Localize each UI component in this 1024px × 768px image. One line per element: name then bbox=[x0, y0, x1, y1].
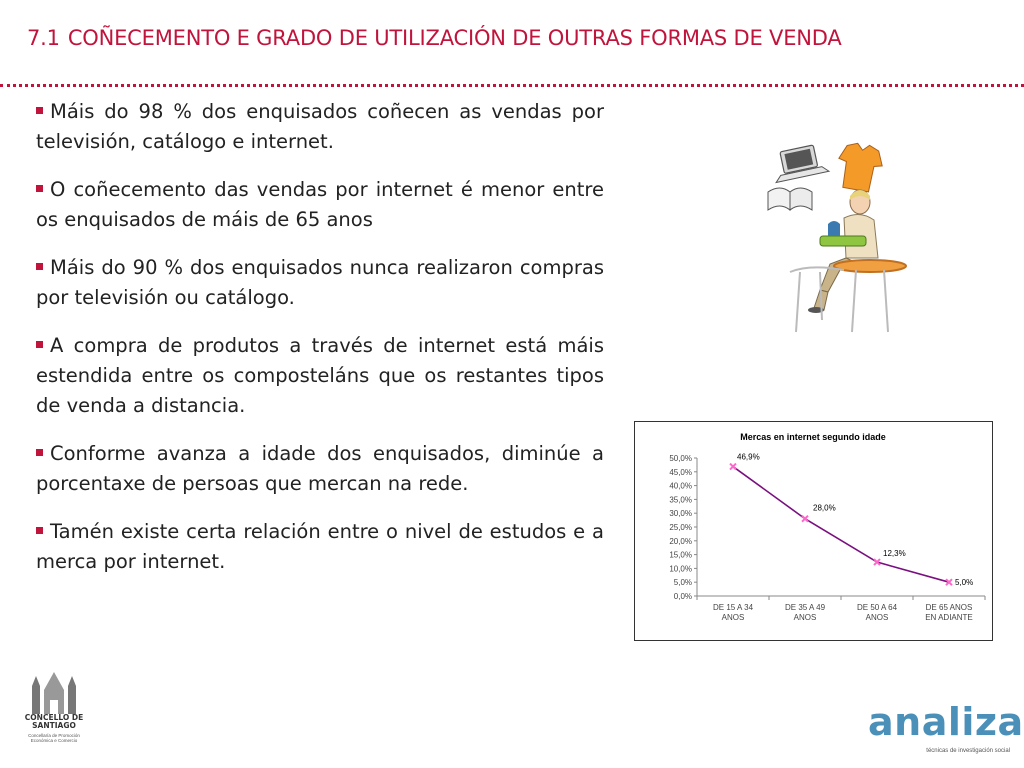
cathedral-icon bbox=[32, 672, 76, 714]
person-icon bbox=[808, 189, 879, 313]
data-label: 46,9% bbox=[737, 453, 760, 462]
concello-logo: CONCELLO DE SANTIAGO Concellaría de Prom… bbox=[22, 670, 86, 752]
bullet-marker-icon bbox=[36, 341, 43, 348]
title-divider bbox=[0, 84, 1024, 87]
y-tick-label: 20,0% bbox=[669, 537, 692, 546]
point-marker bbox=[873, 558, 881, 566]
chart-canvas: Mercas en internet segundo idade 0,0% 5,0… bbox=[669, 432, 986, 622]
y-tick-label: 35,0% bbox=[669, 495, 692, 504]
bullet-item: O coñecemento das vendas por internet é … bbox=[36, 178, 604, 231]
bullet-list: Máis do 98 % dos enquisados coñecen as v… bbox=[36, 97, 604, 595]
title-text: COÑECEMENTO E GRADO DE UTILIZACIÓN DE OU… bbox=[67, 26, 842, 50]
bullet-marker-icon bbox=[36, 263, 43, 270]
data-point bbox=[801, 515, 809, 523]
bullet-marker-icon bbox=[36, 185, 43, 192]
shirt-icon bbox=[838, 142, 883, 193]
y-tick-label: 10,0% bbox=[669, 564, 692, 573]
chart-title: Mercas en internet segundo idade bbox=[740, 432, 886, 442]
data-label: 5,0% bbox=[955, 578, 973, 587]
point-marker bbox=[729, 462, 737, 471]
y-tick-label: 40,0% bbox=[669, 482, 692, 491]
y-tick-label: 5,0% bbox=[674, 578, 692, 587]
analiza-logo: analiza técnicas de investigación social bbox=[868, 700, 1023, 758]
point-marker bbox=[801, 515, 809, 523]
book-icon bbox=[767, 187, 813, 212]
x-tick-label: DE 35 A 49 ANOS bbox=[785, 603, 826, 622]
section-number: 7.1 bbox=[27, 26, 60, 50]
y-tick-label: 15,0% bbox=[669, 551, 692, 560]
bullet-item: Conforme avanza a idade dos enquisados, … bbox=[36, 442, 604, 495]
x-tick-label: DE 65 ANOS EN ADIANTE bbox=[925, 603, 973, 622]
data-label: 12,3% bbox=[883, 549, 906, 558]
shopping-illustration bbox=[767, 142, 907, 333]
bullet-item: Tamén existe certa relación entre o nive… bbox=[36, 520, 604, 573]
x-tick-label: DE 50 A 64 ANOS bbox=[857, 603, 898, 622]
y-tick-label: 45,0% bbox=[669, 468, 692, 477]
bullet-item: Máis do 98 % dos enquisados coñecen as v… bbox=[36, 100, 604, 153]
data-point bbox=[729, 462, 737, 471]
series-line bbox=[732, 465, 950, 583]
line-chart: Mercas en internet segundo idade 0,0% 5,0… bbox=[634, 421, 993, 641]
bullet-marker-icon bbox=[36, 527, 43, 534]
point-marker bbox=[945, 578, 953, 586]
bullet-marker-icon bbox=[36, 449, 43, 456]
bullet-item: A compra de produtos a través de interne… bbox=[36, 334, 604, 417]
y-tick-label: 30,0% bbox=[669, 509, 692, 518]
concello-name: CONCELLO DE SANTIAGO bbox=[24, 713, 84, 730]
laptop-icon bbox=[775, 144, 831, 184]
x-tick-label: DE 15 A 34 ANOS bbox=[713, 603, 754, 622]
y-tick-label: 0,0% bbox=[674, 592, 692, 601]
data-label: 28,0% bbox=[813, 504, 836, 513]
data-point bbox=[945, 578, 953, 586]
table-icon bbox=[789, 259, 907, 333]
analiza-wordmark: analiza bbox=[868, 700, 1024, 744]
concello-subtitle: Concellaría de Promoción Económica e Com… bbox=[28, 733, 80, 743]
bullet-item: Máis do 90 % dos enquisados nunca realiz… bbox=[36, 256, 604, 309]
analiza-tagline: técnicas de investigación social bbox=[926, 748, 1010, 754]
y-tick-label: 50,0% bbox=[669, 454, 692, 463]
data-point bbox=[873, 558, 881, 566]
y-tick-label: 25,0% bbox=[669, 523, 692, 532]
bullet-marker-icon bbox=[36, 107, 43, 114]
slide-title: 7.1 COÑECEMENTO E GRADO DE UTILIZACIÓN DE… bbox=[27, 26, 842, 50]
